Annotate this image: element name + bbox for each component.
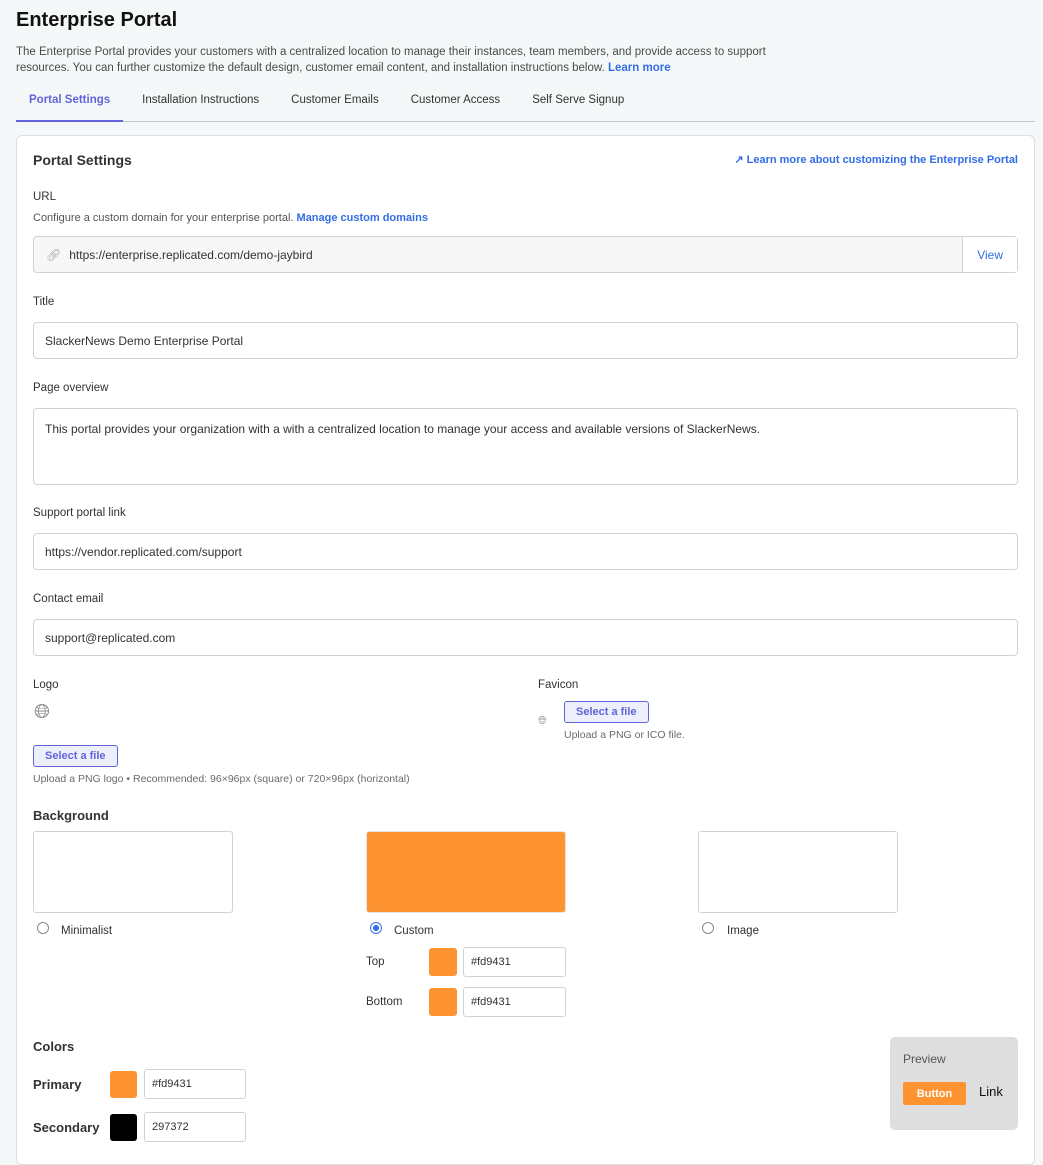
external-link-icon: ↗ (734, 154, 744, 166)
tab-customer-emails[interactable]: Customer Emails (291, 94, 379, 106)
background-label: Background (33, 808, 109, 823)
primary-color-swatch[interactable] (110, 1071, 137, 1098)
colors-label: Colors (33, 1039, 75, 1054)
minimalist-radio[interactable] (37, 922, 49, 934)
minimalist-preview[interactable] (33, 831, 233, 913)
email-label: Contact email (33, 593, 104, 605)
top-color-input[interactable]: #fd9431 (463, 947, 566, 977)
manage-domains-link[interactable]: Manage custom domains (296, 212, 428, 224)
primary-color-input[interactable]: #fd9431 (144, 1069, 246, 1099)
top-label: Top (366, 956, 385, 968)
overview-label: Page overview (33, 382, 109, 394)
url-label: URL (33, 191, 57, 203)
logo-label: Logo (33, 679, 59, 691)
support-label: Support portal link (33, 507, 126, 519)
secondary-color-swatch[interactable] (110, 1114, 137, 1141)
image-label: Image (727, 925, 759, 937)
bottom-color-input[interactable]: #fd9431 (463, 987, 566, 1017)
custom-label: Custom (394, 925, 434, 937)
globe-icon: 🌐︎ (34, 701, 50, 723)
favicon-globe-icon: 🌐︎ (538, 715, 547, 727)
contact-email-input[interactable]: support@replicated.com (33, 619, 1018, 656)
overview-textarea[interactable]: This portal provides your organization w… (33, 408, 1018, 485)
section-heading: Portal Settings (33, 152, 132, 168)
favicon-select-file-button[interactable]: Select a file (564, 701, 649, 723)
title-label: Title (33, 296, 55, 308)
preview-button: Button (903, 1082, 966, 1105)
link-icon: 🔗︎ (46, 247, 62, 262)
url-field[interactable]: 🔗︎ https://enterprise.replicated.com/dem… (33, 236, 1018, 273)
support-link-input[interactable]: https://vendor.replicated.com/support (33, 533, 1018, 570)
image-radio[interactable] (702, 922, 714, 934)
logo-help: Upload a PNG logo • Recommended: 96×96px… (33, 773, 410, 785)
learn-more-link[interactable]: Learn more (607, 62, 671, 74)
custom-preview[interactable] (366, 831, 566, 913)
page-title: Enterprise Portal (16, 9, 178, 31)
preview-label: Preview (903, 1052, 946, 1066)
url-help: Configure a custom domain for your enter… (33, 212, 428, 224)
favicon-help: Upload a PNG or ICO file. (564, 729, 685, 741)
tab-customer-access[interactable]: Customer Access (410, 94, 501, 106)
image-preview[interactable] (698, 831, 898, 913)
minimalist-label: Minimalist (61, 925, 113, 937)
top-color-swatch[interactable] (429, 948, 457, 976)
custom-radio[interactable] (370, 922, 382, 934)
page-description: The Enterprise Portal provides your cust… (16, 46, 766, 74)
primary-label: Primary (33, 1077, 82, 1092)
favicon-label: Favicon (538, 679, 579, 691)
view-button[interactable]: View (962, 237, 1017, 272)
bottom-color-swatch[interactable] (429, 988, 457, 1016)
customize-learn-more-link[interactable]: ↗ Learn more about customizing the Enter… (734, 154, 1018, 166)
tab-installation-instructions[interactable]: Installation Instructions (142, 94, 260, 106)
secondary-color-input[interactable]: 297372 (144, 1112, 246, 1142)
bottom-label: Bottom (366, 996, 403, 1008)
title-input[interactable]: SlackerNews Demo Enterprise Portal (33, 322, 1018, 359)
preview-panel: Preview Button Link (890, 1037, 1018, 1130)
tab-portal-settings[interactable]: Portal Settings (16, 88, 124, 122)
tab-bar: Portal Settings Installation Instruction… (16, 88, 1035, 122)
tab-self-serve-signup[interactable]: Self Serve Signup (532, 94, 625, 106)
logo-select-file-button[interactable]: Select a file (33, 745, 118, 767)
secondary-label: Secondary (33, 1120, 100, 1135)
preview-link: Link (979, 1084, 1003, 1099)
